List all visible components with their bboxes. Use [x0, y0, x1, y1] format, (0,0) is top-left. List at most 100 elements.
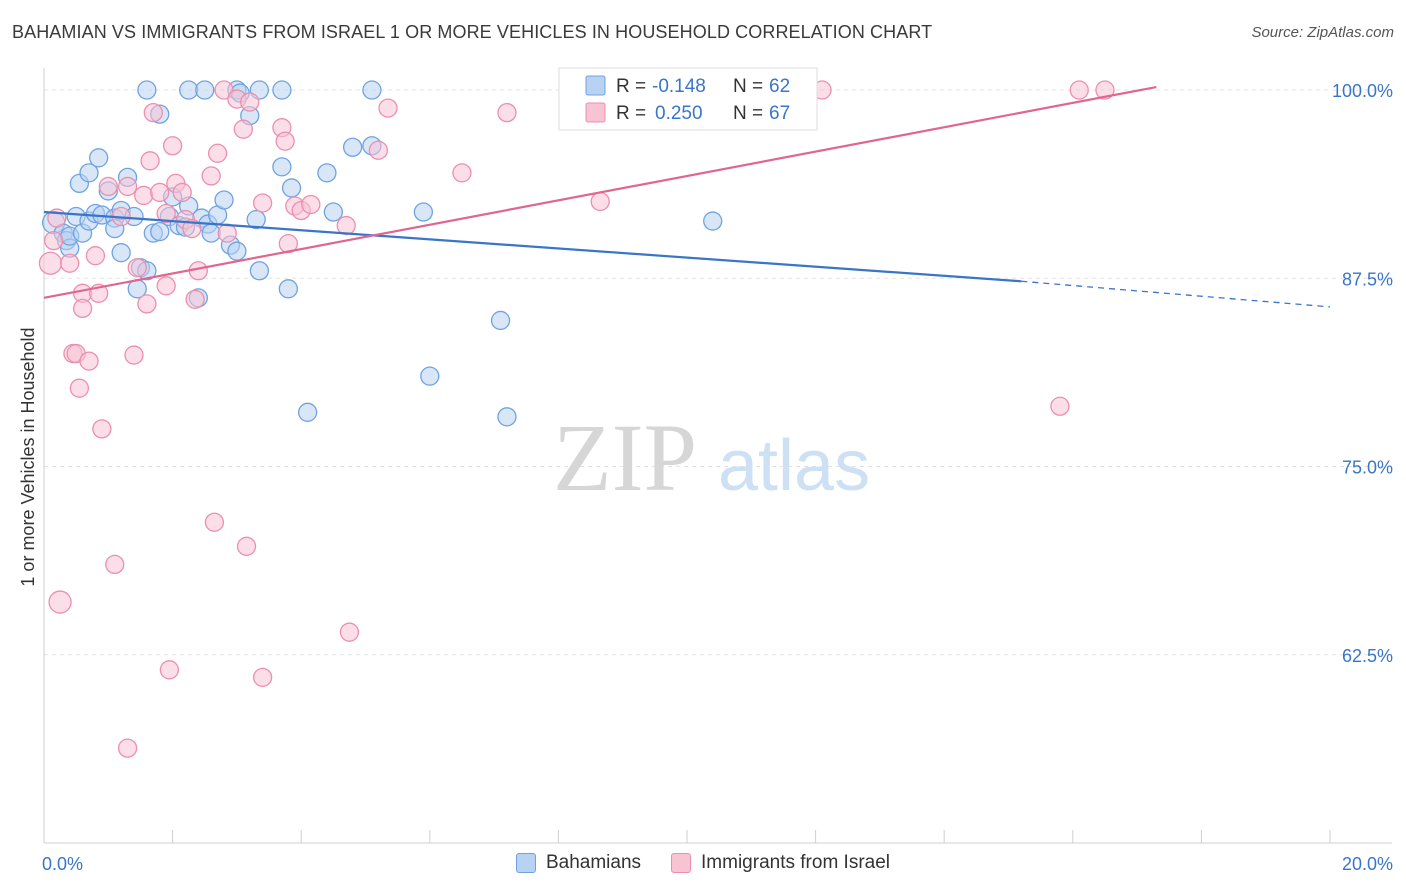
x-ticks — [43, 830, 1331, 843]
bahamians-point-48 — [272, 80, 292, 100]
israel-point-27 — [156, 203, 176, 224]
legend-item-israel[interactable]: Immigrants from Israel — [671, 852, 890, 874]
israel-point-29 — [162, 136, 183, 156]
israel-point-1 — [43, 230, 64, 251]
stats-r-label-bahamians: R = — [616, 76, 646, 97]
y-tick-label-2: 75.0% — [1342, 458, 1393, 478]
bahamians-point-39 — [214, 190, 234, 210]
israel-point-24 — [143, 102, 163, 123]
stats-n-value-bahamians: 62 — [769, 76, 790, 97]
bahamians-point-36 — [195, 80, 215, 100]
x-tick-label-0: 0.0% — [42, 854, 83, 874]
bahamians-point-46 — [249, 261, 270, 281]
stats-n-label-israel: N = — [733, 103, 763, 124]
israel-point-40 — [217, 223, 237, 243]
legend-swatch-israel — [671, 853, 692, 873]
bahamians-point-45 — [246, 209, 266, 230]
israel-point-22 — [137, 294, 157, 314]
israel-point-55 — [368, 140, 389, 160]
israel-point-0 — [38, 251, 63, 275]
series-legend: Bahamians Immigrants from Israel — [0, 852, 1406, 874]
israel-point-37 — [204, 512, 225, 532]
stats-legend-swatch-bahamians — [585, 75, 606, 96]
israel-point-23 — [140, 151, 160, 171]
axes — [43, 68, 1392, 844]
israel-point-34 — [185, 289, 205, 310]
source-credit: Source: ZipAtlas.com — [1251, 24, 1394, 41]
legend-swatch-bahamians — [515, 853, 536, 873]
israel-point-15 — [105, 554, 125, 575]
stats-n-label-bahamians: N = — [733, 76, 763, 97]
israel-point-17 — [117, 738, 138, 758]
legend-label-israel: Immigrants from Israel — [701, 852, 891, 873]
bahamians-point-59 — [420, 366, 440, 386]
bahamians-point-11 — [89, 148, 109, 168]
bahamians-point-52 — [297, 402, 318, 422]
bahamians-point-16 — [111, 243, 131, 263]
israel-point-19 — [124, 345, 144, 365]
bahamians-point-38 — [201, 223, 221, 243]
israel-point-59 — [590, 191, 610, 212]
bahamians-point-55 — [342, 137, 363, 157]
bahamians-point-31 — [179, 80, 199, 100]
bahamians-point-54 — [323, 202, 344, 222]
israel-point-54 — [339, 622, 360, 642]
israel-point-21 — [134, 185, 154, 206]
israel-point-52 — [301, 194, 321, 215]
israel-point-46 — [252, 667, 273, 687]
bahamians-point-61 — [497, 407, 517, 427]
legend-item-bahamians[interactable]: Bahamians — [515, 852, 642, 874]
israel-point-13 — [92, 419, 112, 439]
israel-point-33 — [182, 218, 202, 239]
stats-r-value-israel: 0.250 — [655, 103, 703, 124]
israel-trend-line — [43, 85, 1157, 299]
israel-point-18 — [117, 176, 138, 197]
bahamians-trend-line — [43, 210, 1022, 283]
trend-lines — [43, 85, 1331, 308]
israel-point-44 — [240, 92, 260, 112]
israel-point-11 — [85, 246, 106, 266]
israel-point-65 — [1069, 80, 1089, 100]
israel-point-45 — [252, 193, 273, 213]
israel-point-58 — [497, 102, 517, 123]
bahamians-point-58 — [413, 202, 434, 222]
bahamians-point-60 — [490, 310, 511, 331]
israel-point-10 — [79, 351, 99, 371]
bahamians-point-62 — [703, 211, 723, 231]
x-tick-labels: 0.0% 20.0% — [42, 854, 1393, 874]
israel-point-28 — [159, 660, 180, 680]
israel-point-66 — [1095, 80, 1115, 100]
israel-point-9 — [72, 298, 93, 319]
israel-point-14 — [98, 176, 118, 197]
israel-point-20 — [127, 258, 147, 278]
y-tick-label-3: 62.5% — [1342, 646, 1393, 666]
y-tick-labels: 100.0% 87.5% 75.0% 62.5% — [1332, 81, 1393, 666]
y-axis-label: 1 or more Vehicles in Household — [18, 327, 38, 586]
israel-point-56 — [378, 98, 398, 118]
bahamians-point-56 — [362, 80, 382, 100]
israel-point-4 — [60, 253, 80, 273]
israel-point-31 — [172, 182, 192, 203]
y-tick-label-1: 87.5% — [1342, 269, 1393, 289]
israel-point-3 — [48, 590, 72, 614]
bahamians-point-49 — [272, 157, 292, 177]
bahamians-point-25 — [137, 80, 157, 100]
watermark-zip: ZIP — [553, 404, 697, 511]
bahamians-point-51 — [278, 279, 298, 299]
israel-point-64 — [1050, 396, 1070, 416]
israel-point-38 — [207, 143, 228, 163]
bahamians-point-8 — [79, 163, 99, 183]
israel-point-42 — [233, 119, 253, 139]
bahamians-point-53 — [317, 163, 337, 183]
x-tick-label-1: 20.0% — [1342, 854, 1393, 874]
y-tick-label-0: 100.0% — [1332, 81, 1393, 101]
legend-label-bahamians: Bahamians — [545, 852, 642, 873]
israel-point-48 — [275, 131, 295, 151]
gridlines — [44, 89, 1392, 656]
israel-point-43 — [236, 536, 257, 556]
stats-r-label-israel: R = — [616, 103, 646, 124]
bahamians-trend-extension — [1021, 280, 1331, 308]
israel-point-26 — [156, 276, 176, 296]
stats-r-value-bahamians: -0.148 — [652, 76, 706, 97]
